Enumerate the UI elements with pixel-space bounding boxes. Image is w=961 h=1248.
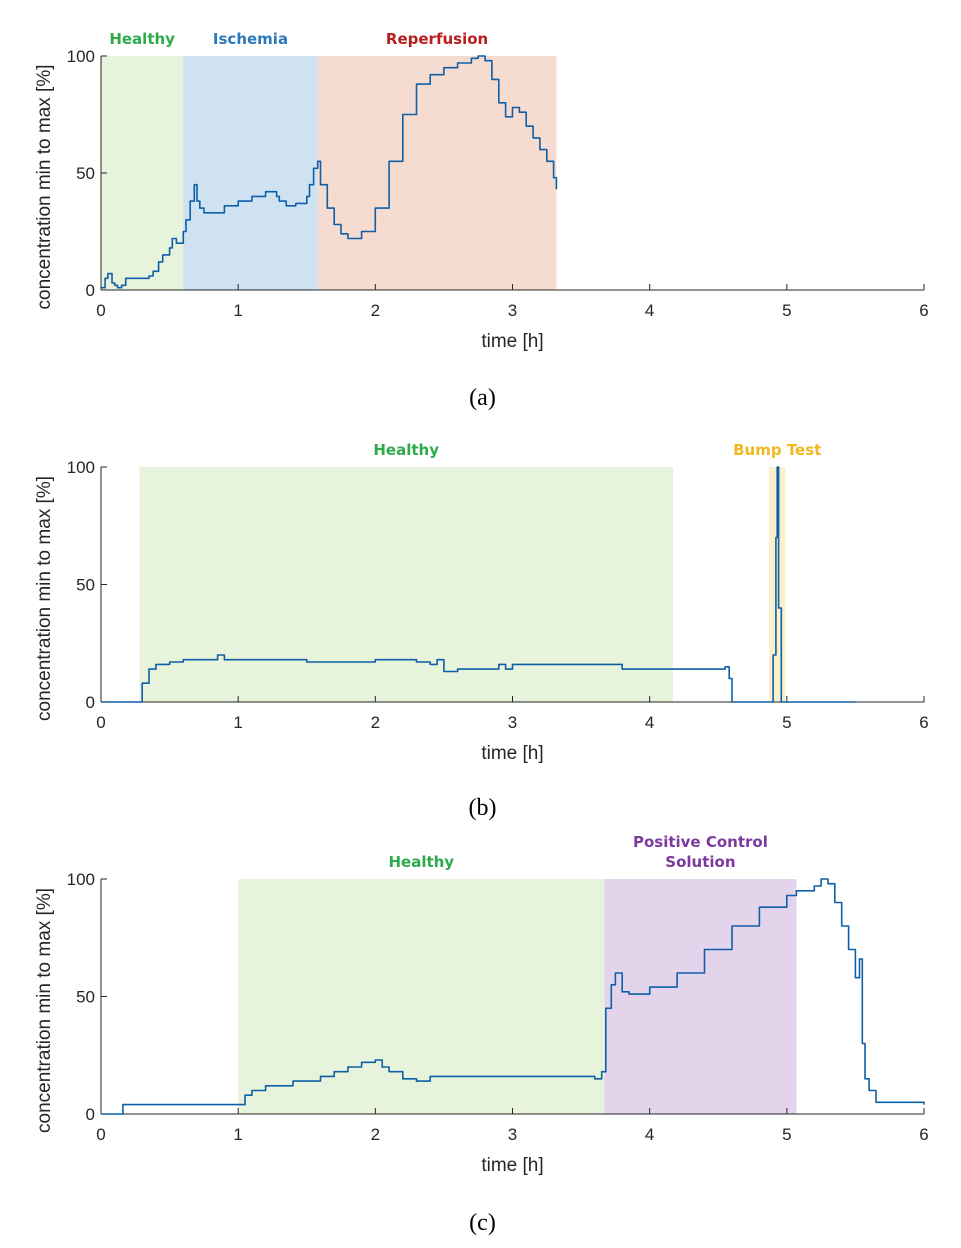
x-tick-label: 5 [782, 1125, 791, 1144]
series-line-1 [101, 466, 856, 703]
x-axis-label: time [h] [481, 1155, 543, 1176]
x-axis-label: time [h] [481, 331, 543, 352]
x-tick-label: 0 [96, 301, 105, 320]
x-tick-label: 1 [233, 1125, 242, 1144]
panel-caption: (a) [469, 385, 496, 411]
region-1 [139, 467, 673, 702]
x-tick-label: 5 [782, 713, 791, 732]
y-tick-label: 0 [86, 693, 95, 712]
y-tick-label: 100 [67, 870, 95, 889]
x-tick-label: 4 [645, 1125, 654, 1144]
chart-panel-2: Healthy Bump Test 0 1 2 3 4 5 6 0 50 100 time [h] con… [34, 441, 929, 821]
region-label: Healthy [109, 30, 175, 48]
y-axis-label: concentration min to max [%] [34, 888, 55, 1133]
x-axis-label: time [h] [481, 743, 543, 764]
region-label: Healthy [388, 853, 454, 871]
x-tick-label: 3 [508, 1125, 517, 1144]
region-label: Healthy [373, 441, 439, 459]
x-tick-label: 1 [233, 301, 242, 320]
x-tick-label: 1 [233, 713, 242, 732]
y-tick-label: 50 [76, 988, 95, 1007]
y-tick-label: 0 [86, 281, 95, 300]
y-tick-label: 0 [86, 1105, 95, 1124]
region-1 [101, 56, 184, 290]
panel-caption: (b) [469, 795, 497, 821]
x-tick-label: 2 [371, 713, 380, 732]
chart-panel-3: Healthy Positive Control Solution 0 1 2 3 4 5 6 0 5… [34, 833, 929, 1236]
region-3 [317, 56, 557, 290]
region-label: Reperfusion [386, 30, 488, 48]
y-tick-label: 50 [76, 576, 95, 595]
x-tick-label: 5 [782, 301, 791, 320]
region-2 [604, 879, 797, 1114]
x-tick-label: 3 [508, 713, 517, 732]
x-tick-label: 6 [919, 301, 928, 320]
series-line-1 [101, 55, 558, 289]
y-tick-label: 100 [67, 47, 95, 66]
x-tick-label: 2 [371, 301, 380, 320]
region-label: Ischemia [213, 30, 288, 48]
x-tick-label: 6 [919, 713, 928, 732]
chart-panel-1: Healthy Ischemia Reperfusion 0 1 2 3 4 5 6 0 50 100 t… [34, 30, 929, 411]
y-axis-label: concentration min to max [%] [34, 476, 55, 721]
x-tick-label: 6 [919, 1125, 928, 1144]
y-tick-label: 50 [76, 164, 95, 183]
region-2 [183, 56, 318, 290]
x-tick-label: 2 [371, 1125, 380, 1144]
region-label: Bump Test [733, 441, 821, 459]
panel-caption: (c) [469, 1210, 496, 1236]
region-label: Solution [665, 853, 735, 871]
region-label: Positive Control [633, 833, 768, 851]
y-tick-label: 100 [67, 458, 95, 477]
x-tick-label: 0 [96, 1125, 105, 1144]
region-1 [238, 879, 605, 1114]
x-tick-label: 4 [645, 301, 654, 320]
x-tick-label: 4 [645, 713, 654, 732]
x-tick-label: 0 [96, 713, 105, 732]
y-axis-label: concentration min to max [%] [34, 65, 55, 310]
series-line-1 [101, 878, 925, 1115]
x-tick-label: 3 [508, 301, 517, 320]
